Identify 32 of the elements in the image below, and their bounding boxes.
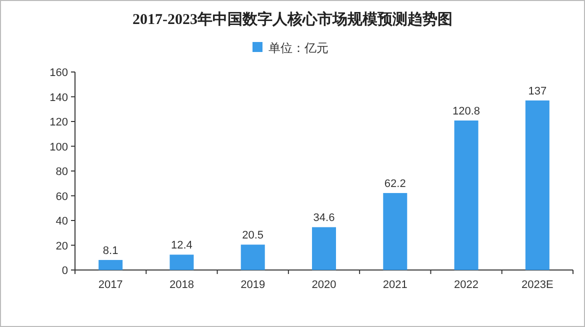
y-tick-label: 140 bbox=[50, 92, 68, 104]
data-label: 34.6 bbox=[313, 212, 335, 224]
y-tick-label: 60 bbox=[56, 190, 68, 203]
bar bbox=[525, 100, 550, 270]
y-tick-label: 160 bbox=[50, 67, 68, 79]
y-tick-label: 120 bbox=[50, 116, 68, 128]
bar bbox=[170, 254, 194, 270]
data-label: 8.1 bbox=[102, 244, 118, 257]
y-tick-label: 80 bbox=[56, 166, 68, 178]
data-label: 62.2 bbox=[384, 178, 406, 190]
data-label: 120.8 bbox=[452, 106, 480, 118]
x-tick-label: 2021 bbox=[382, 279, 408, 291]
bar bbox=[383, 193, 408, 270]
data-label: 12.4 bbox=[171, 240, 192, 252]
x-tick-label: 2017 bbox=[98, 279, 123, 291]
bar bbox=[240, 244, 265, 270]
bar bbox=[98, 260, 123, 270]
y-tick-label: 100 bbox=[50, 141, 68, 154]
x-tick-label: 2018 bbox=[169, 279, 194, 291]
legend-label: 单位：亿元 bbox=[268, 41, 328, 55]
x-tick-label: 2023E bbox=[522, 279, 554, 291]
x-tick-label: 2019 bbox=[240, 279, 266, 291]
data-label: 137 bbox=[528, 85, 547, 98]
bar bbox=[312, 227, 336, 270]
y-tick-label: 20 bbox=[56, 240, 68, 252]
data-label: 20.5 bbox=[242, 230, 264, 242]
y-tick-label: 0 bbox=[62, 265, 68, 277]
y-tick-label: 40 bbox=[56, 216, 68, 228]
x-tick-label: 2022 bbox=[454, 279, 479, 291]
bar bbox=[454, 120, 478, 270]
x-tick-label: 2020 bbox=[312, 279, 336, 291]
chart-title: 2017-2023年中国数字人核心市场规模预测趋势图 bbox=[132, 10, 452, 28]
